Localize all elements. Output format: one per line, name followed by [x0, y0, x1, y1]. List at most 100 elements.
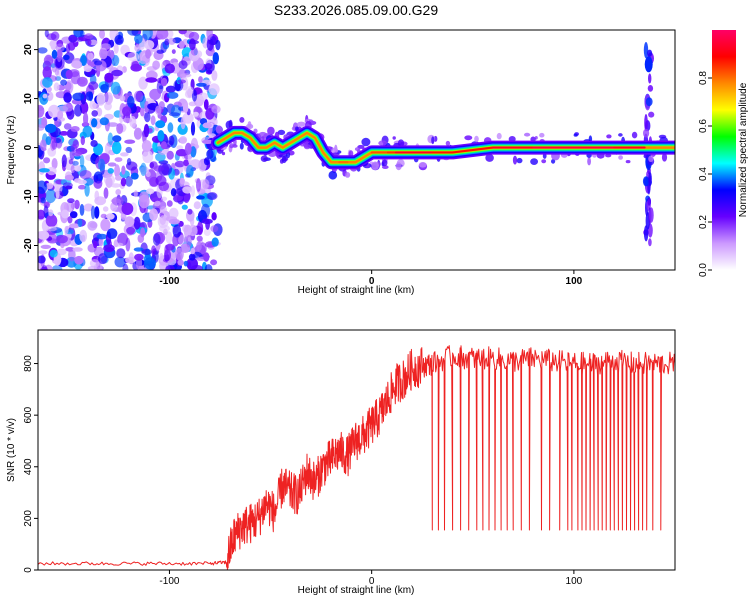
noise-blob	[65, 69, 73, 80]
noise-blob	[56, 248, 67, 256]
snr-background	[38, 330, 675, 570]
noise-blob	[165, 243, 175, 251]
noise-blob	[211, 70, 218, 81]
noise-blob	[149, 208, 159, 221]
noise-blob	[64, 174, 74, 181]
noise-blob	[198, 92, 209, 101]
noise-blob	[201, 218, 213, 224]
y-tick-label: -20	[23, 238, 34, 253]
noise-blob	[56, 234, 68, 244]
noise-blob	[187, 208, 193, 215]
ridge-halo	[303, 144, 311, 150]
noise-blob	[155, 105, 162, 115]
noise-blob	[196, 195, 205, 200]
x-tick-label: -100	[159, 276, 179, 287]
noise-blob	[119, 110, 124, 124]
noise-blob	[110, 81, 121, 95]
noise-blob	[45, 182, 54, 189]
y-tick-label: 0	[23, 567, 34, 573]
noise-blob	[87, 52, 94, 61]
noise-blob	[186, 257, 198, 270]
noise-blob	[203, 252, 210, 262]
ridge-halo	[516, 157, 523, 164]
noise-blob	[190, 146, 197, 158]
noise-blob	[46, 86, 52, 93]
noise-blob	[42, 77, 53, 88]
noise-blob	[74, 165, 82, 172]
noise-blob	[68, 159, 73, 165]
noise-blob	[72, 160, 79, 166]
noise-blob	[154, 200, 161, 207]
ridge-halo	[431, 136, 435, 145]
ridge-halo	[485, 153, 494, 162]
noise-blob	[193, 201, 201, 210]
ridge-halo	[361, 137, 371, 147]
noise-blob	[71, 60, 82, 69]
noise-blob	[93, 60, 103, 66]
noise-blob	[70, 202, 76, 210]
noise-blob	[168, 135, 175, 146]
snr-frame	[37, 329, 676, 571]
noise-blob	[188, 253, 196, 261]
noise-blob	[70, 126, 80, 132]
noise-blob	[133, 216, 141, 230]
noise-blob	[70, 144, 78, 152]
noise-blob	[156, 30, 169, 40]
vertical-blob	[645, 97, 653, 107]
noise-blob	[80, 135, 86, 146]
noise-blob	[189, 38, 196, 51]
ridge-halo	[295, 126, 299, 132]
noise-blob	[196, 256, 206, 261]
noise-blob	[54, 56, 65, 70]
noise-blob	[196, 241, 202, 252]
noise-blob	[93, 174, 99, 183]
snr-x-ticks: -100 0 100	[159, 570, 583, 587]
ridge-halo	[464, 135, 473, 141]
noise-blob	[133, 90, 144, 102]
noise-blob	[83, 112, 89, 126]
noise-blob	[43, 157, 51, 164]
noise-blob	[62, 182, 73, 189]
noise-blob	[100, 43, 112, 50]
noise-blob	[146, 188, 155, 195]
noise-blob	[74, 151, 82, 157]
noise-blob	[144, 111, 151, 123]
colorbar-label: Normalized spectral amplitude	[738, 82, 749, 217]
ridge-halo	[643, 128, 650, 138]
noise-blob	[196, 235, 203, 242]
vertical-blob	[648, 172, 652, 187]
noise-blob	[134, 44, 141, 52]
noise-blob	[113, 43, 119, 54]
noise-blob	[51, 265, 63, 270]
noise-blob	[110, 183, 122, 188]
noise-blob	[140, 227, 146, 238]
vertical-blob	[648, 238, 652, 247]
noise-blob	[152, 60, 161, 70]
noise-blob	[165, 85, 176, 93]
noise-blob	[40, 244, 51, 249]
noise-blob	[104, 72, 114, 83]
noise-blob	[89, 259, 100, 268]
noise-blob	[107, 122, 119, 127]
noise-blob	[210, 259, 218, 266]
noise-blob	[55, 43, 65, 53]
noise-blob	[156, 49, 164, 54]
noise-blob	[166, 150, 174, 160]
spectrogram-y-ticks: -20 -10 0 10 20	[23, 44, 38, 253]
noise-blob	[124, 216, 135, 227]
noise-blob	[45, 123, 57, 133]
noise-blob	[184, 142, 192, 155]
noise-blob	[143, 123, 150, 138]
ridge-halo	[221, 151, 226, 156]
vertical-blob	[648, 111, 655, 118]
ridge-halo	[296, 121, 306, 127]
noise-blob	[87, 39, 92, 46]
noise-blob	[126, 226, 136, 235]
noise-blob	[140, 162, 147, 176]
noise-blob	[165, 231, 173, 244]
ridge-halo	[496, 132, 502, 140]
vertical-blob	[642, 176, 650, 187]
noise-blob	[115, 189, 121, 196]
noise-blob	[107, 162, 117, 167]
